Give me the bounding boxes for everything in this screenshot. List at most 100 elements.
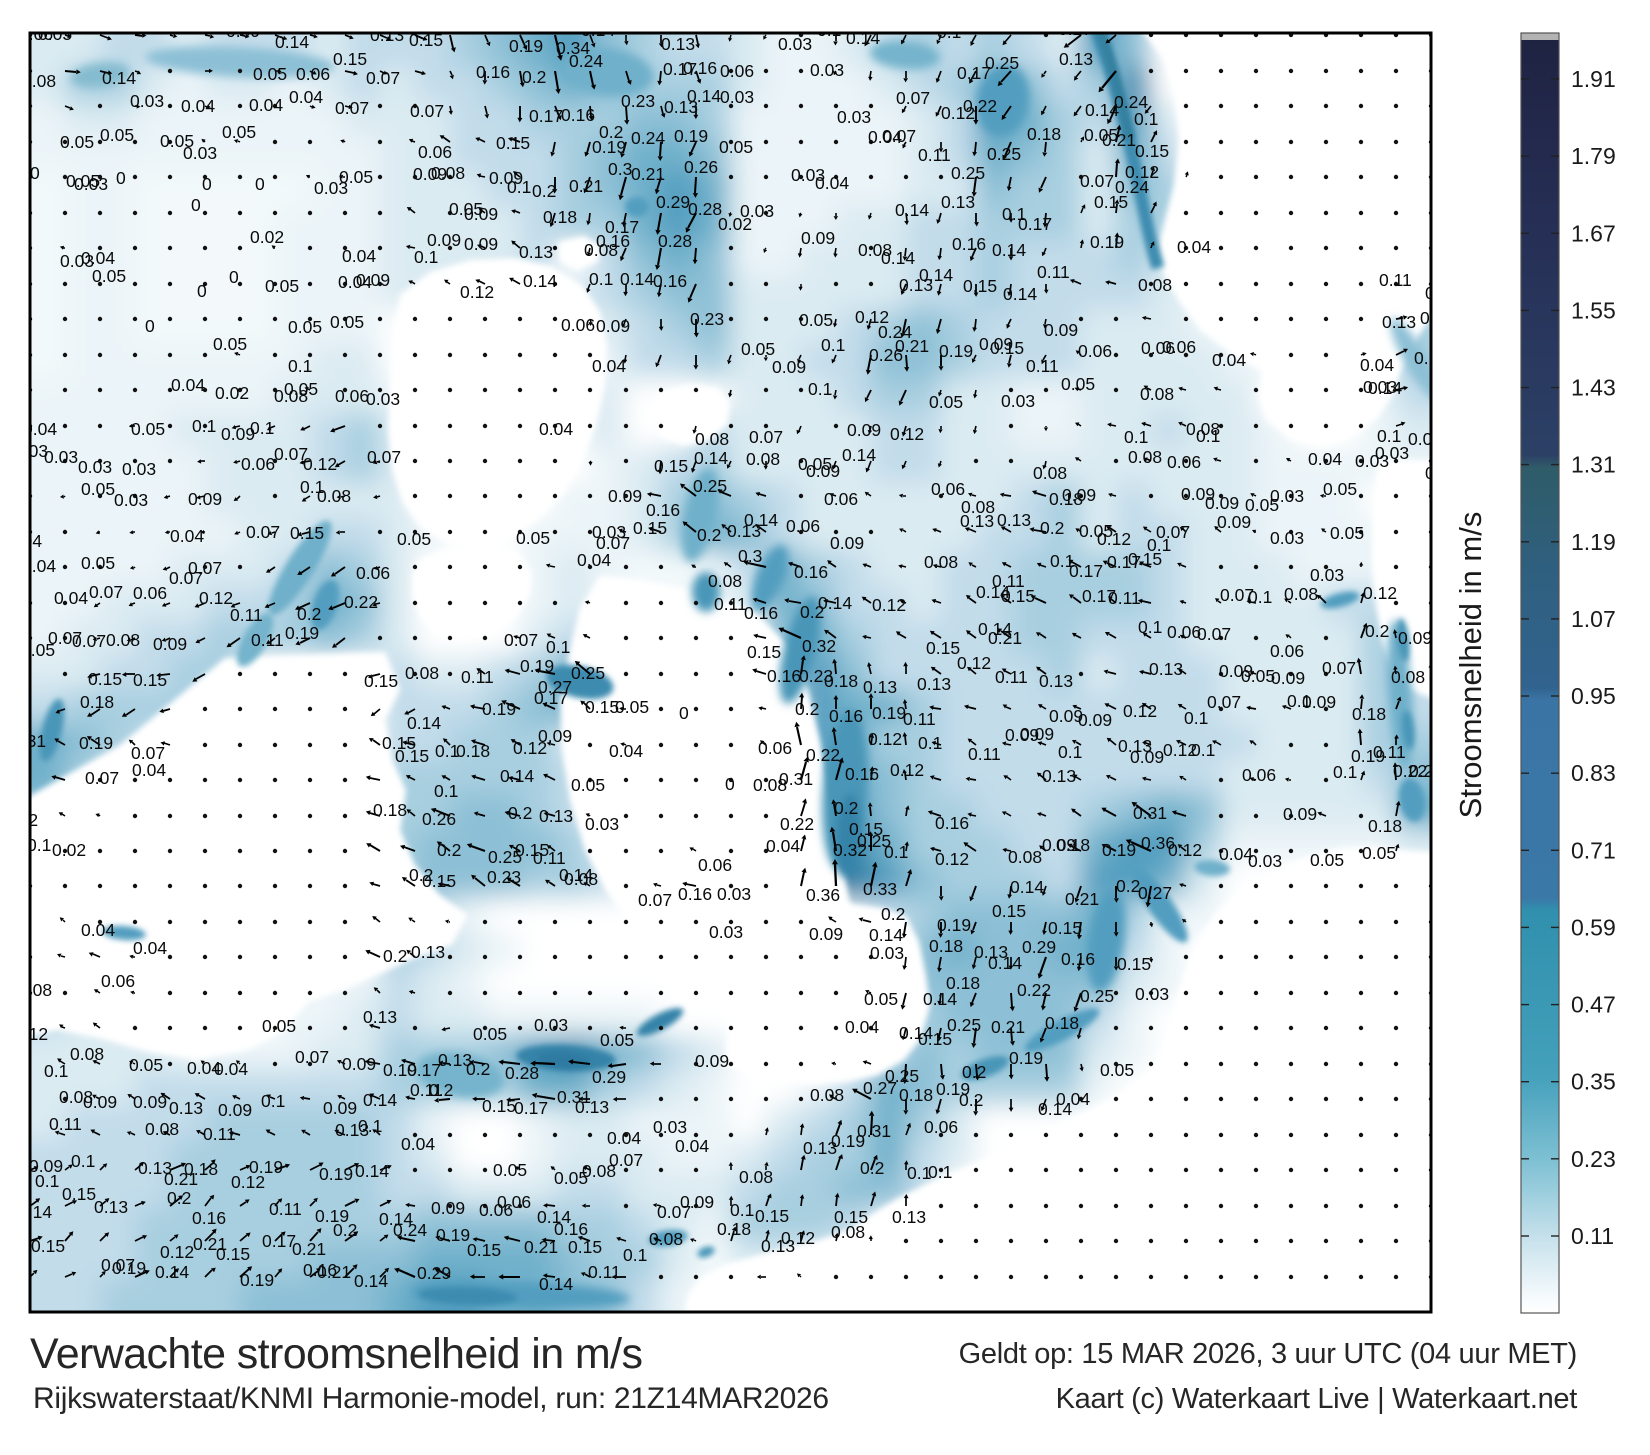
svg-text:0.1: 0.1 [1191, 740, 1215, 760]
svg-text:0.19: 0.19 [1351, 746, 1385, 766]
svg-text:0.04: 0.04 [609, 741, 643, 761]
svg-text:0.2: 0.2 [1116, 876, 1140, 896]
svg-text:0.04: 0.04 [1308, 449, 1342, 469]
svg-text:0.1: 0.1 [589, 269, 613, 289]
svg-text:0.25: 0.25 [1080, 986, 1114, 1006]
svg-text:0.15: 0.15 [654, 456, 688, 476]
svg-text:0.15: 0.15 [834, 1207, 868, 1227]
svg-text:0.27: 0.27 [1058, 19, 1092, 39]
svg-text:0.08: 0.08 [1033, 463, 1067, 483]
svg-text:0.04: 0.04 [187, 1058, 221, 1078]
svg-text:0.19: 0.19 [674, 126, 708, 146]
svg-text:0.09: 0.09 [809, 924, 843, 944]
svg-text:0.13: 0.13 [664, 97, 698, 117]
svg-text:0.08: 0.08 [746, 449, 780, 469]
svg-text:0.08: 0.08 [405, 663, 439, 683]
svg-text:0.03: 0.03 [1375, 443, 1409, 463]
svg-text:0.1: 0.1 [288, 356, 312, 376]
svg-text:0.29: 0.29 [1022, 937, 1056, 957]
svg-text:0.09: 0.09 [413, 164, 447, 184]
svg-text:0.47: 0.47 [1571, 992, 1616, 1018]
svg-text:0.06: 0.06 [720, 61, 754, 81]
svg-text:0.1: 0.1 [358, 1116, 382, 1136]
svg-text:0.21: 0.21 [317, 1262, 351, 1282]
svg-text:0.05: 0.05 [38, 24, 72, 44]
svg-text:0.12: 0.12 [941, 103, 975, 123]
svg-text:0.09: 0.09 [188, 489, 222, 509]
svg-text:0.03: 0.03 [653, 1117, 687, 1137]
svg-text:0.29: 0.29 [656, 192, 690, 212]
svg-text:0.09: 0.09 [218, 1100, 252, 1120]
svg-text:0.15: 0.15 [364, 671, 398, 691]
svg-text:0.09: 0.09 [1217, 512, 1251, 532]
svg-text:0.04: 0.04 [289, 87, 323, 107]
svg-text:0.09: 0.09 [596, 316, 630, 336]
svg-text:0.25: 0.25 [885, 1066, 919, 1086]
svg-text:0.13: 0.13 [482, 17, 516, 37]
svg-text:0.2: 0.2 [532, 181, 556, 201]
svg-text:0.11: 0.11 [968, 744, 1001, 764]
svg-text:0.09: 0.09 [356, 270, 390, 290]
svg-text:0.07: 0.07 [638, 890, 672, 910]
svg-text:0.09: 0.09 [1130, 747, 1164, 767]
svg-text:0.12: 0.12 [855, 307, 889, 327]
svg-text:0.07: 0.07 [366, 68, 400, 88]
svg-text:0.08: 0.08 [753, 775, 787, 795]
svg-text:0.1: 0.1 [730, 1200, 754, 1220]
svg-text:0.09: 0.09 [133, 1092, 167, 1112]
svg-text:0: 0 [145, 316, 155, 336]
svg-text:0.05: 0.05 [554, 1168, 588, 1188]
svg-text:0.11: 0.11 [588, 1262, 621, 1282]
svg-text:0.2: 0.2 [383, 946, 407, 966]
svg-text:0.11: 0.11 [203, 1124, 236, 1144]
svg-text:0.24: 0.24 [878, 322, 912, 342]
svg-text:0.05: 0.05 [929, 392, 963, 412]
svg-text:0.95: 0.95 [1571, 683, 1616, 709]
svg-text:0.1: 0.1 [507, 177, 531, 197]
svg-text:0.11: 0.11 [1379, 270, 1412, 290]
svg-text:0.1: 0.1 [918, 733, 942, 753]
svg-text:0.15: 0.15 [31, 1236, 65, 1256]
svg-text:0.05: 0.05 [92, 266, 126, 286]
svg-text:0.16: 0.16 [744, 603, 778, 623]
svg-text:0.21: 0.21 [524, 1237, 558, 1257]
svg-text:0.12: 0.12 [781, 1228, 815, 1248]
svg-text:0.14: 0.14 [744, 510, 778, 530]
svg-text:0.09: 0.09 [323, 1098, 357, 1118]
svg-text:0.09: 0.09 [1049, 706, 1083, 726]
svg-text:0.17: 0.17 [262, 1231, 296, 1251]
svg-text:0.04: 0.04 [81, 920, 115, 940]
svg-text:0.07: 0.07 [896, 88, 930, 108]
svg-text:0.07: 0.07 [48, 628, 82, 648]
svg-text:0.08: 0.08 [317, 486, 351, 506]
svg-text:0.12: 0.12 [1097, 529, 1131, 549]
svg-text:0.1: 0.1 [1248, 587, 1272, 607]
svg-text:0.04: 0.04 [1177, 237, 1211, 257]
svg-text:0.26: 0.26 [869, 345, 903, 365]
svg-text:0.05: 0.05 [60, 132, 94, 152]
svg-text:0.13: 0.13 [727, 521, 761, 541]
svg-text:0.07: 0.07 [882, 126, 916, 146]
svg-text:0.25: 0.25 [987, 144, 1021, 164]
svg-text:0.05: 0.05 [1061, 374, 1095, 394]
svg-text:0.05: 0.05 [864, 989, 898, 1009]
svg-text:0.17: 0.17 [1082, 586, 1116, 606]
svg-text:0.09: 0.09 [1271, 668, 1305, 688]
svg-text:0.2: 0.2 [834, 798, 858, 818]
svg-text:0.19: 0.19 [939, 341, 973, 361]
svg-text:0.1: 0.1 [300, 477, 324, 497]
svg-text:0: 0 [725, 774, 735, 794]
svg-text:0.36: 0.36 [1141, 833, 1175, 853]
svg-text:0.06: 0.06 [1078, 341, 1112, 361]
svg-text:0.15: 0.15 [918, 1029, 952, 1049]
svg-text:0.09: 0.09 [226, 21, 260, 41]
svg-text:0.14: 0.14 [842, 445, 876, 465]
svg-text:0.06: 0.06 [241, 454, 275, 474]
svg-text:1.55: 1.55 [1571, 297, 1616, 323]
svg-text:0.14: 0.14 [523, 271, 557, 291]
svg-text:0.05: 0.05 [1079, 521, 1113, 541]
svg-text:0.07: 0.07 [367, 447, 401, 467]
svg-text:0.04: 0.04 [675, 1136, 709, 1156]
svg-text:0.13: 0.13 [1382, 312, 1416, 332]
svg-text:0.83: 0.83 [1571, 760, 1616, 786]
